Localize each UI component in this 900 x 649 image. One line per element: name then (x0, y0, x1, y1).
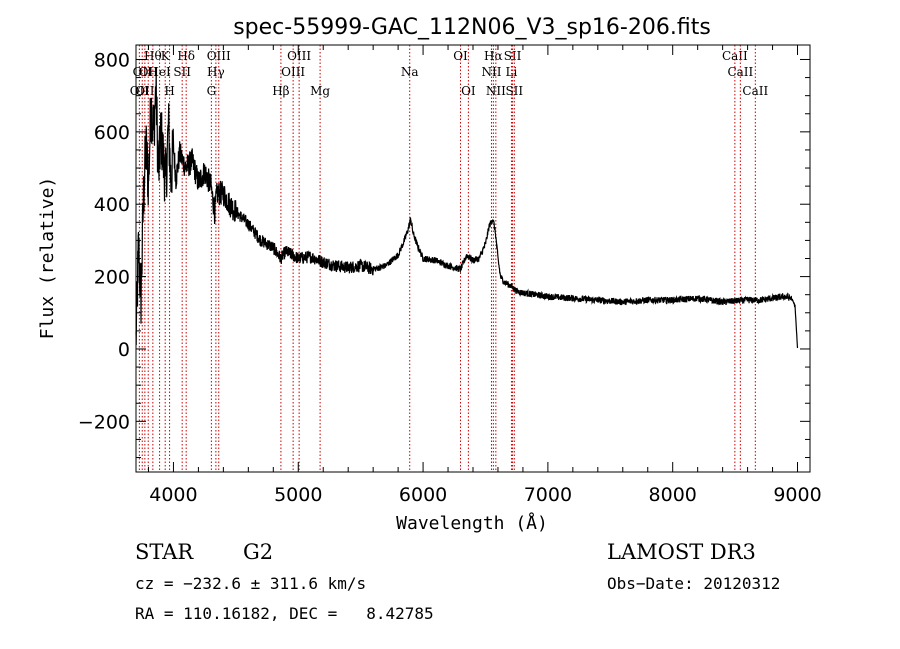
flux-series-line (135, 67, 799, 349)
spectral-line-label: SII (173, 65, 191, 79)
spectral-line-markers: OIIOIIOIIOIIHθHeIKHSIIHδGHγOIIIHβOIIIOII… (130, 45, 768, 472)
x-tick-label: 4000 (149, 484, 197, 506)
observation-date: Obs−Date: 20120312 (607, 574, 781, 593)
chart-title: spec-55999-GAC_112N06_V3_sp16-206.fits (233, 15, 711, 40)
x-tick-label: 8000 (649, 484, 697, 506)
spectral-line-label: Hα (484, 49, 503, 63)
y-tick-label: 0 (118, 339, 130, 361)
spectral-line-label: OI (461, 84, 476, 98)
spectral-line-label: Hγ (207, 65, 225, 79)
spectral-line-label: Li (506, 65, 518, 79)
spectral-line-label: OIII (287, 49, 311, 63)
spectral-line-label: K (161, 49, 171, 63)
y-tick-label: 400 (94, 194, 130, 216)
spectral-line-label: Mg (310, 84, 330, 98)
spectral-line-label: Hβ (272, 84, 289, 98)
spectral-line-label: Hδ (177, 49, 195, 63)
x-tick-label: 5000 (274, 484, 322, 506)
spectral-line-label: OII (135, 84, 155, 98)
spectral-line-label: NII (486, 84, 506, 98)
spectral-line-label: NII (481, 65, 501, 79)
object-subclass: G2 (243, 540, 274, 564)
y-tick-label: 800 (94, 49, 130, 71)
spectral-line-label: OIII (281, 65, 305, 79)
x-tick-label: 9000 (773, 484, 821, 506)
x-axis-label: Wavelength (Å) (396, 512, 548, 534)
redshift-velocity: cz = −232.6 ± 311.6 km/s (135, 574, 367, 593)
spectral-line-label: OII (139, 65, 159, 79)
x-tick-label: 7000 (524, 484, 572, 506)
spectral-line-label: CaII (722, 49, 748, 63)
spectral-line-label: H (164, 84, 174, 98)
y-axis-label: Flux (relative) (37, 177, 58, 340)
axis-ticks: 4000 5000 6000 7000 8000 9000 −200 0 200 400 600 80… (78, 45, 822, 506)
spectral-line-label: Na (401, 65, 419, 79)
spectral-line-label: SII (505, 84, 523, 98)
plot-frame (135, 44, 811, 473)
survey-name: LAMOST DR3 (607, 540, 756, 564)
y-tick-label: 600 (94, 122, 130, 144)
spectral-line-label: CaII (742, 84, 768, 98)
x-tick-label: 6000 (399, 484, 447, 506)
spectral-line-label: OI (453, 49, 468, 63)
spectral-line-label: OII (133, 65, 153, 79)
spectral-line-label: G (207, 84, 217, 98)
spectral-line-label: OIII (207, 49, 231, 63)
coordinates: RA = 110.16182, DEC = 8.42785 (135, 604, 434, 623)
spectral-line-label: Hθ (144, 49, 162, 63)
spectral-line-label: HeI (148, 65, 171, 79)
spectral-line-label: SII (504, 49, 522, 63)
spectral-line-label: CaII (727, 65, 753, 79)
y-tick-label: 200 (94, 267, 130, 289)
y-tick-label: −200 (78, 411, 130, 433)
object-class: STAR (135, 540, 194, 564)
